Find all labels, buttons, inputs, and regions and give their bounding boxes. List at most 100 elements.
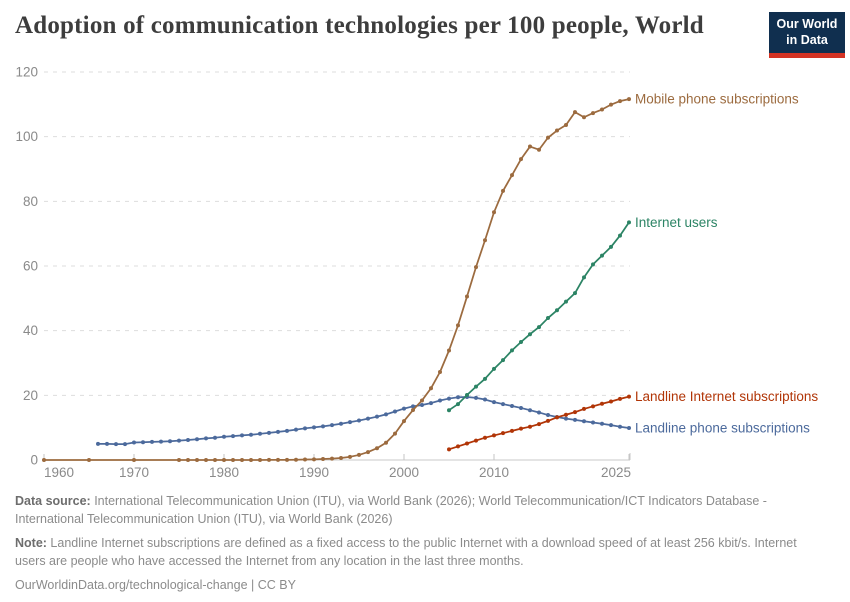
data-point-landline-phone-subscriptions[interactable] [420, 403, 424, 408]
data-point-mobile-phone-subscriptions[interactable] [474, 265, 478, 270]
data-point-landline-internet-subscriptions[interactable] [447, 447, 451, 452]
data-point-mobile-phone-subscriptions[interactable] [294, 457, 298, 462]
data-point-landline-phone-subscriptions[interactable] [474, 395, 478, 400]
data-point-landline-internet-subscriptions[interactable] [456, 444, 460, 449]
data-point-internet-users[interactable] [519, 339, 523, 344]
data-point-landline-phone-subscriptions[interactable] [141, 440, 145, 445]
data-point-mobile-phone-subscriptions[interactable] [321, 457, 325, 462]
data-point-mobile-phone-subscriptions[interactable] [186, 458, 190, 462]
data-point-mobile-phone-subscriptions[interactable] [267, 457, 271, 462]
data-point-internet-users[interactable] [618, 233, 622, 238]
data-point-internet-users[interactable] [582, 275, 586, 280]
data-point-landline-phone-subscriptions[interactable] [492, 400, 496, 405]
data-point-landline-internet-subscriptions[interactable] [555, 415, 559, 420]
data-point-internet-users[interactable] [573, 291, 577, 296]
data-point-mobile-phone-subscriptions[interactable] [249, 458, 253, 462]
data-point-mobile-phone-subscriptions[interactable] [582, 115, 586, 120]
data-point-landline-phone-subscriptions[interactable] [249, 432, 253, 437]
data-point-mobile-phone-subscriptions[interactable] [348, 454, 352, 459]
data-point-mobile-phone-subscriptions[interactable] [231, 458, 235, 462]
data-point-landline-phone-subscriptions[interactable] [402, 406, 406, 411]
data-point-mobile-phone-subscriptions[interactable] [177, 458, 181, 462]
data-point-landline-phone-subscriptions[interactable] [627, 425, 631, 430]
data-point-landline-phone-subscriptions[interactable] [573, 417, 577, 422]
data-point-landline-phone-subscriptions[interactable] [348, 420, 352, 425]
data-point-mobile-phone-subscriptions[interactable] [483, 238, 487, 243]
data-point-mobile-phone-subscriptions[interactable] [42, 458, 46, 462]
data-point-landline-phone-subscriptions[interactable] [114, 442, 118, 447]
data-point-internet-users[interactable] [501, 358, 505, 363]
attribution-link[interactable]: OurWorldinData.org/technological-change … [15, 578, 296, 592]
data-point-landline-phone-subscriptions[interactable] [222, 434, 226, 439]
data-point-landline-phone-subscriptions[interactable] [150, 439, 154, 444]
data-point-landline-internet-subscriptions[interactable] [564, 412, 568, 417]
data-point-mobile-phone-subscriptions[interactable] [411, 408, 415, 413]
data-point-internet-users[interactable] [528, 332, 532, 337]
data-point-mobile-phone-subscriptions[interactable] [600, 107, 604, 112]
data-point-mobile-phone-subscriptions[interactable] [330, 456, 334, 461]
data-point-landline-phone-subscriptions[interactable] [96, 441, 100, 446]
data-point-landline-phone-subscriptions[interactable] [105, 441, 109, 446]
data-point-mobile-phone-subscriptions[interactable] [384, 440, 388, 445]
data-point-internet-users[interactable] [465, 393, 469, 398]
data-point-mobile-phone-subscriptions[interactable] [87, 458, 91, 462]
data-point-landline-internet-subscriptions[interactable] [537, 422, 541, 427]
data-point-landline-phone-subscriptions[interactable] [204, 436, 208, 441]
series-label-internet-users[interactable]: Internet users [635, 215, 718, 230]
data-point-internet-users[interactable] [492, 366, 496, 371]
data-point-mobile-phone-subscriptions[interactable] [393, 431, 397, 436]
data-point-landline-internet-subscriptions[interactable] [510, 428, 514, 433]
data-point-mobile-phone-subscriptions[interactable] [564, 123, 568, 128]
data-point-mobile-phone-subscriptions[interactable] [528, 144, 532, 149]
series-label-landline-internet-subscriptions[interactable]: Landline Internet subscriptions [635, 389, 818, 404]
data-point-mobile-phone-subscriptions[interactable] [546, 135, 550, 140]
data-point-mobile-phone-subscriptions[interactable] [339, 456, 343, 461]
data-point-landline-phone-subscriptions[interactable] [258, 431, 262, 436]
data-point-internet-users[interactable] [510, 348, 514, 353]
data-point-landline-phone-subscriptions[interactable] [231, 434, 235, 439]
data-point-mobile-phone-subscriptions[interactable] [420, 398, 424, 403]
data-point-internet-users[interactable] [456, 402, 460, 407]
series-label-landline-phone-subscriptions[interactable]: Landline phone subscriptions [635, 420, 810, 435]
data-point-landline-phone-subscriptions[interactable] [132, 440, 136, 445]
data-point-landline-phone-subscriptions[interactable] [438, 398, 442, 403]
data-point-landline-phone-subscriptions[interactable] [411, 404, 415, 409]
data-point-mobile-phone-subscriptions[interactable] [456, 323, 460, 328]
data-point-internet-users[interactable] [609, 244, 613, 249]
data-point-mobile-phone-subscriptions[interactable] [609, 102, 613, 107]
data-point-landline-phone-subscriptions[interactable] [330, 423, 334, 428]
data-point-landline-internet-subscriptions[interactable] [627, 394, 631, 399]
data-point-internet-users[interactable] [564, 299, 568, 304]
series-line-mobile-phone-subscriptions[interactable] [43, 98, 630, 461]
data-point-mobile-phone-subscriptions[interactable] [618, 99, 622, 104]
data-point-mobile-phone-subscriptions[interactable] [357, 452, 361, 457]
data-point-landline-phone-subscriptions[interactable] [564, 416, 568, 421]
data-point-landline-internet-subscriptions[interactable] [573, 410, 577, 415]
data-point-mobile-phone-subscriptions[interactable] [465, 294, 469, 299]
data-point-landline-phone-subscriptions[interactable] [618, 424, 622, 429]
data-point-mobile-phone-subscriptions[interactable] [501, 188, 505, 193]
series-label-mobile-phone-subscriptions[interactable]: Mobile phone subscriptions [635, 92, 799, 107]
data-point-mobile-phone-subscriptions[interactable] [240, 458, 244, 462]
data-point-internet-users[interactable] [483, 376, 487, 381]
data-point-landline-phone-subscriptions[interactable] [375, 414, 379, 419]
data-point-internet-users[interactable] [447, 408, 451, 413]
data-point-mobile-phone-subscriptions[interactable] [375, 446, 379, 451]
data-point-landline-phone-subscriptions[interactable] [483, 397, 487, 402]
data-point-landline-internet-subscriptions[interactable] [546, 418, 550, 423]
data-point-mobile-phone-subscriptions[interactable] [591, 111, 595, 116]
data-point-landline-phone-subscriptions[interactable] [159, 439, 163, 444]
data-point-internet-users[interactable] [537, 325, 541, 330]
data-point-landline-phone-subscriptions[interactable] [528, 408, 532, 413]
data-point-landline-phone-subscriptions[interactable] [546, 413, 550, 418]
data-point-mobile-phone-subscriptions[interactable] [276, 457, 280, 462]
data-point-mobile-phone-subscriptions[interactable] [627, 97, 631, 102]
data-point-landline-phone-subscriptions[interactable] [447, 396, 451, 401]
data-point-mobile-phone-subscriptions[interactable] [222, 458, 226, 462]
data-point-landline-phone-subscriptions[interactable] [384, 412, 388, 417]
data-point-landline-phone-subscriptions[interactable] [456, 395, 460, 400]
data-point-mobile-phone-subscriptions[interactable] [429, 386, 433, 391]
data-point-mobile-phone-subscriptions[interactable] [258, 457, 262, 462]
data-point-landline-phone-subscriptions[interactable] [312, 425, 316, 430]
data-point-landline-internet-subscriptions[interactable] [600, 401, 604, 406]
